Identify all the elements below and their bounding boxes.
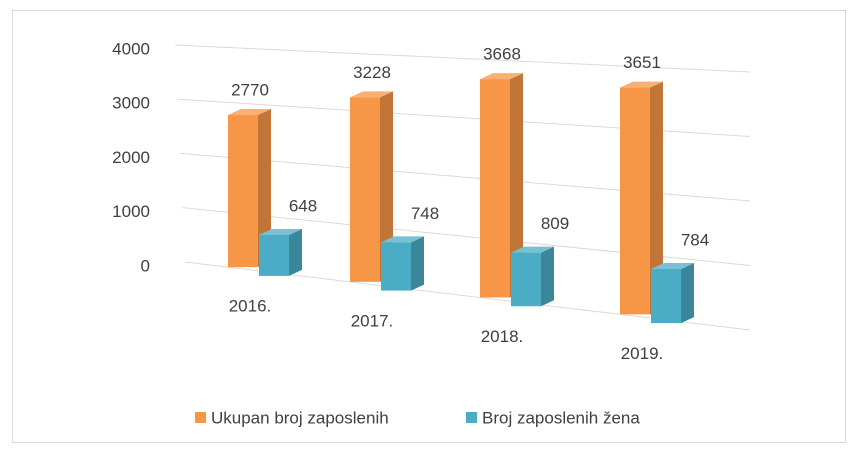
- bar-group: [620, 81, 663, 315]
- data-label: 3668: [483, 45, 521, 64]
- bar-top: [381, 236, 424, 243]
- chart-border: [12, 10, 846, 443]
- data-label: 748: [411, 204, 439, 223]
- legend-swatch: [195, 412, 206, 423]
- bar-side: [650, 81, 663, 315]
- bar-group: [350, 91, 393, 282]
- y-tick-label: 1000: [112, 202, 150, 221]
- bar-side: [289, 228, 302, 276]
- y-tick-label: 4000: [112, 39, 150, 58]
- bar-group: [651, 262, 694, 324]
- x-tick-label: 2017.: [351, 311, 394, 330]
- bar-top: [480, 73, 523, 80]
- bar-top: [259, 228, 302, 235]
- y-tick-label: 2000: [112, 148, 150, 167]
- data-label: 3228: [353, 63, 391, 82]
- bar-side: [411, 236, 424, 291]
- bar-group: [480, 73, 523, 298]
- bar: [228, 115, 258, 268]
- bar-side: [380, 91, 393, 282]
- bar-top: [651, 262, 694, 269]
- x-tick-label: 2018.: [481, 327, 524, 346]
- y-tick-label: 0: [141, 256, 150, 275]
- bar-top: [228, 109, 271, 116]
- bar: [651, 268, 681, 324]
- bar: [381, 242, 411, 291]
- legend-swatch: [466, 412, 477, 423]
- bar-group: [381, 236, 424, 291]
- bar-group: [228, 109, 271, 268]
- x-tick-label: 2016.: [229, 297, 272, 316]
- bar: [511, 252, 541, 307]
- bar-top: [350, 91, 393, 98]
- bar-side: [681, 262, 694, 324]
- data-label: 809: [541, 214, 569, 233]
- data-label: 648: [289, 196, 317, 215]
- grid-line: [174, 44, 751, 73]
- data-label: 2770: [231, 81, 269, 100]
- bar: [350, 97, 380, 282]
- bar-group: [511, 246, 554, 307]
- bar-side: [541, 246, 554, 307]
- y-tick-label: 3000: [112, 94, 150, 113]
- bar: [259, 234, 289, 276]
- x-tick-label: 2019.: [621, 344, 664, 363]
- bar-top: [511, 246, 554, 253]
- data-label: 784: [681, 230, 709, 249]
- bar-top: [620, 81, 663, 88]
- legend-label: Broj zaposlenih žena: [482, 408, 640, 427]
- legend-label: Ukupan broj zaposlenih: [211, 408, 389, 427]
- bar-side: [258, 109, 271, 268]
- bar-side: [510, 73, 523, 298]
- bar: [480, 79, 510, 298]
- data-label: 3651: [623, 53, 661, 72]
- bar: [620, 87, 650, 315]
- bar-group: [259, 228, 302, 276]
